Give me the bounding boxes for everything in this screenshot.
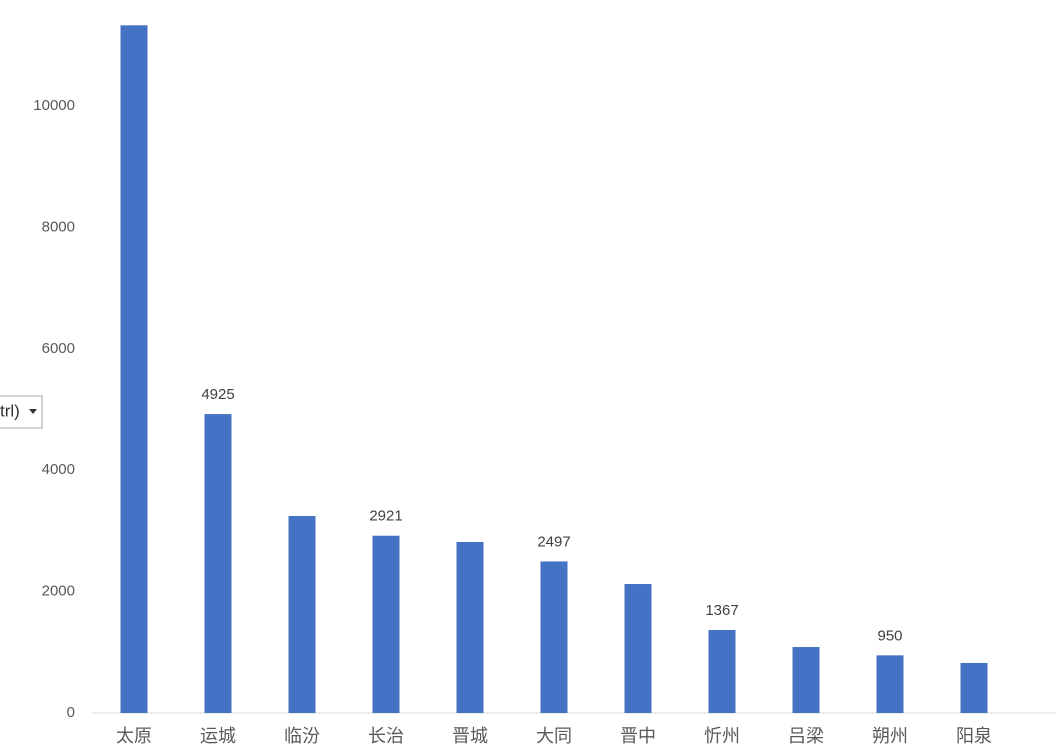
bar (624, 584, 652, 713)
x-tick-label: 晋中 (620, 726, 656, 747)
data-label: 2921 (369, 508, 402, 525)
x-tick-label: 大同 (536, 726, 572, 747)
bar (540, 561, 568, 713)
y-tick-label: 2000 (42, 583, 75, 600)
bar (372, 535, 400, 713)
x-tick-label: 朔州 (872, 726, 908, 747)
data-label: 2497 (537, 533, 570, 550)
data-label: 950 (877, 627, 902, 644)
y-tick-label: 0 (67, 704, 75, 721)
y-tick-label: 6000 (42, 340, 75, 357)
x-tick-label: 阳泉 (956, 726, 992, 747)
bar (960, 662, 988, 713)
x-tick-label: 吕梁 (788, 726, 824, 747)
data-label: 4925 (201, 386, 234, 403)
bar (288, 516, 316, 713)
bar (708, 630, 736, 713)
y-tick-label: 10000 (33, 97, 75, 114)
x-tick-label: 晋城 (452, 726, 488, 747)
bar (456, 542, 484, 713)
filter-arrow[interactable] (29, 409, 37, 414)
y-tick-label: 4000 (42, 461, 75, 478)
bar (204, 414, 232, 713)
y-tick-label: 8000 (42, 218, 75, 235)
x-tick-label: 太原 (116, 726, 152, 747)
filter-label[interactable]: trl) (0, 401, 20, 420)
x-tick-label: 运城 (200, 726, 236, 747)
x-tick-label: 忻州 (704, 726, 740, 747)
bar (120, 25, 148, 714)
bar (876, 655, 904, 713)
x-tick-label: 临汾 (284, 726, 320, 747)
data-label: 1367 (705, 602, 738, 619)
bar (792, 647, 820, 713)
x-tick-label: 长治 (368, 726, 404, 747)
filter-box[interactable] (0, 395, 43, 429)
filter-button[interactable]: trl) (0, 395, 43, 429)
